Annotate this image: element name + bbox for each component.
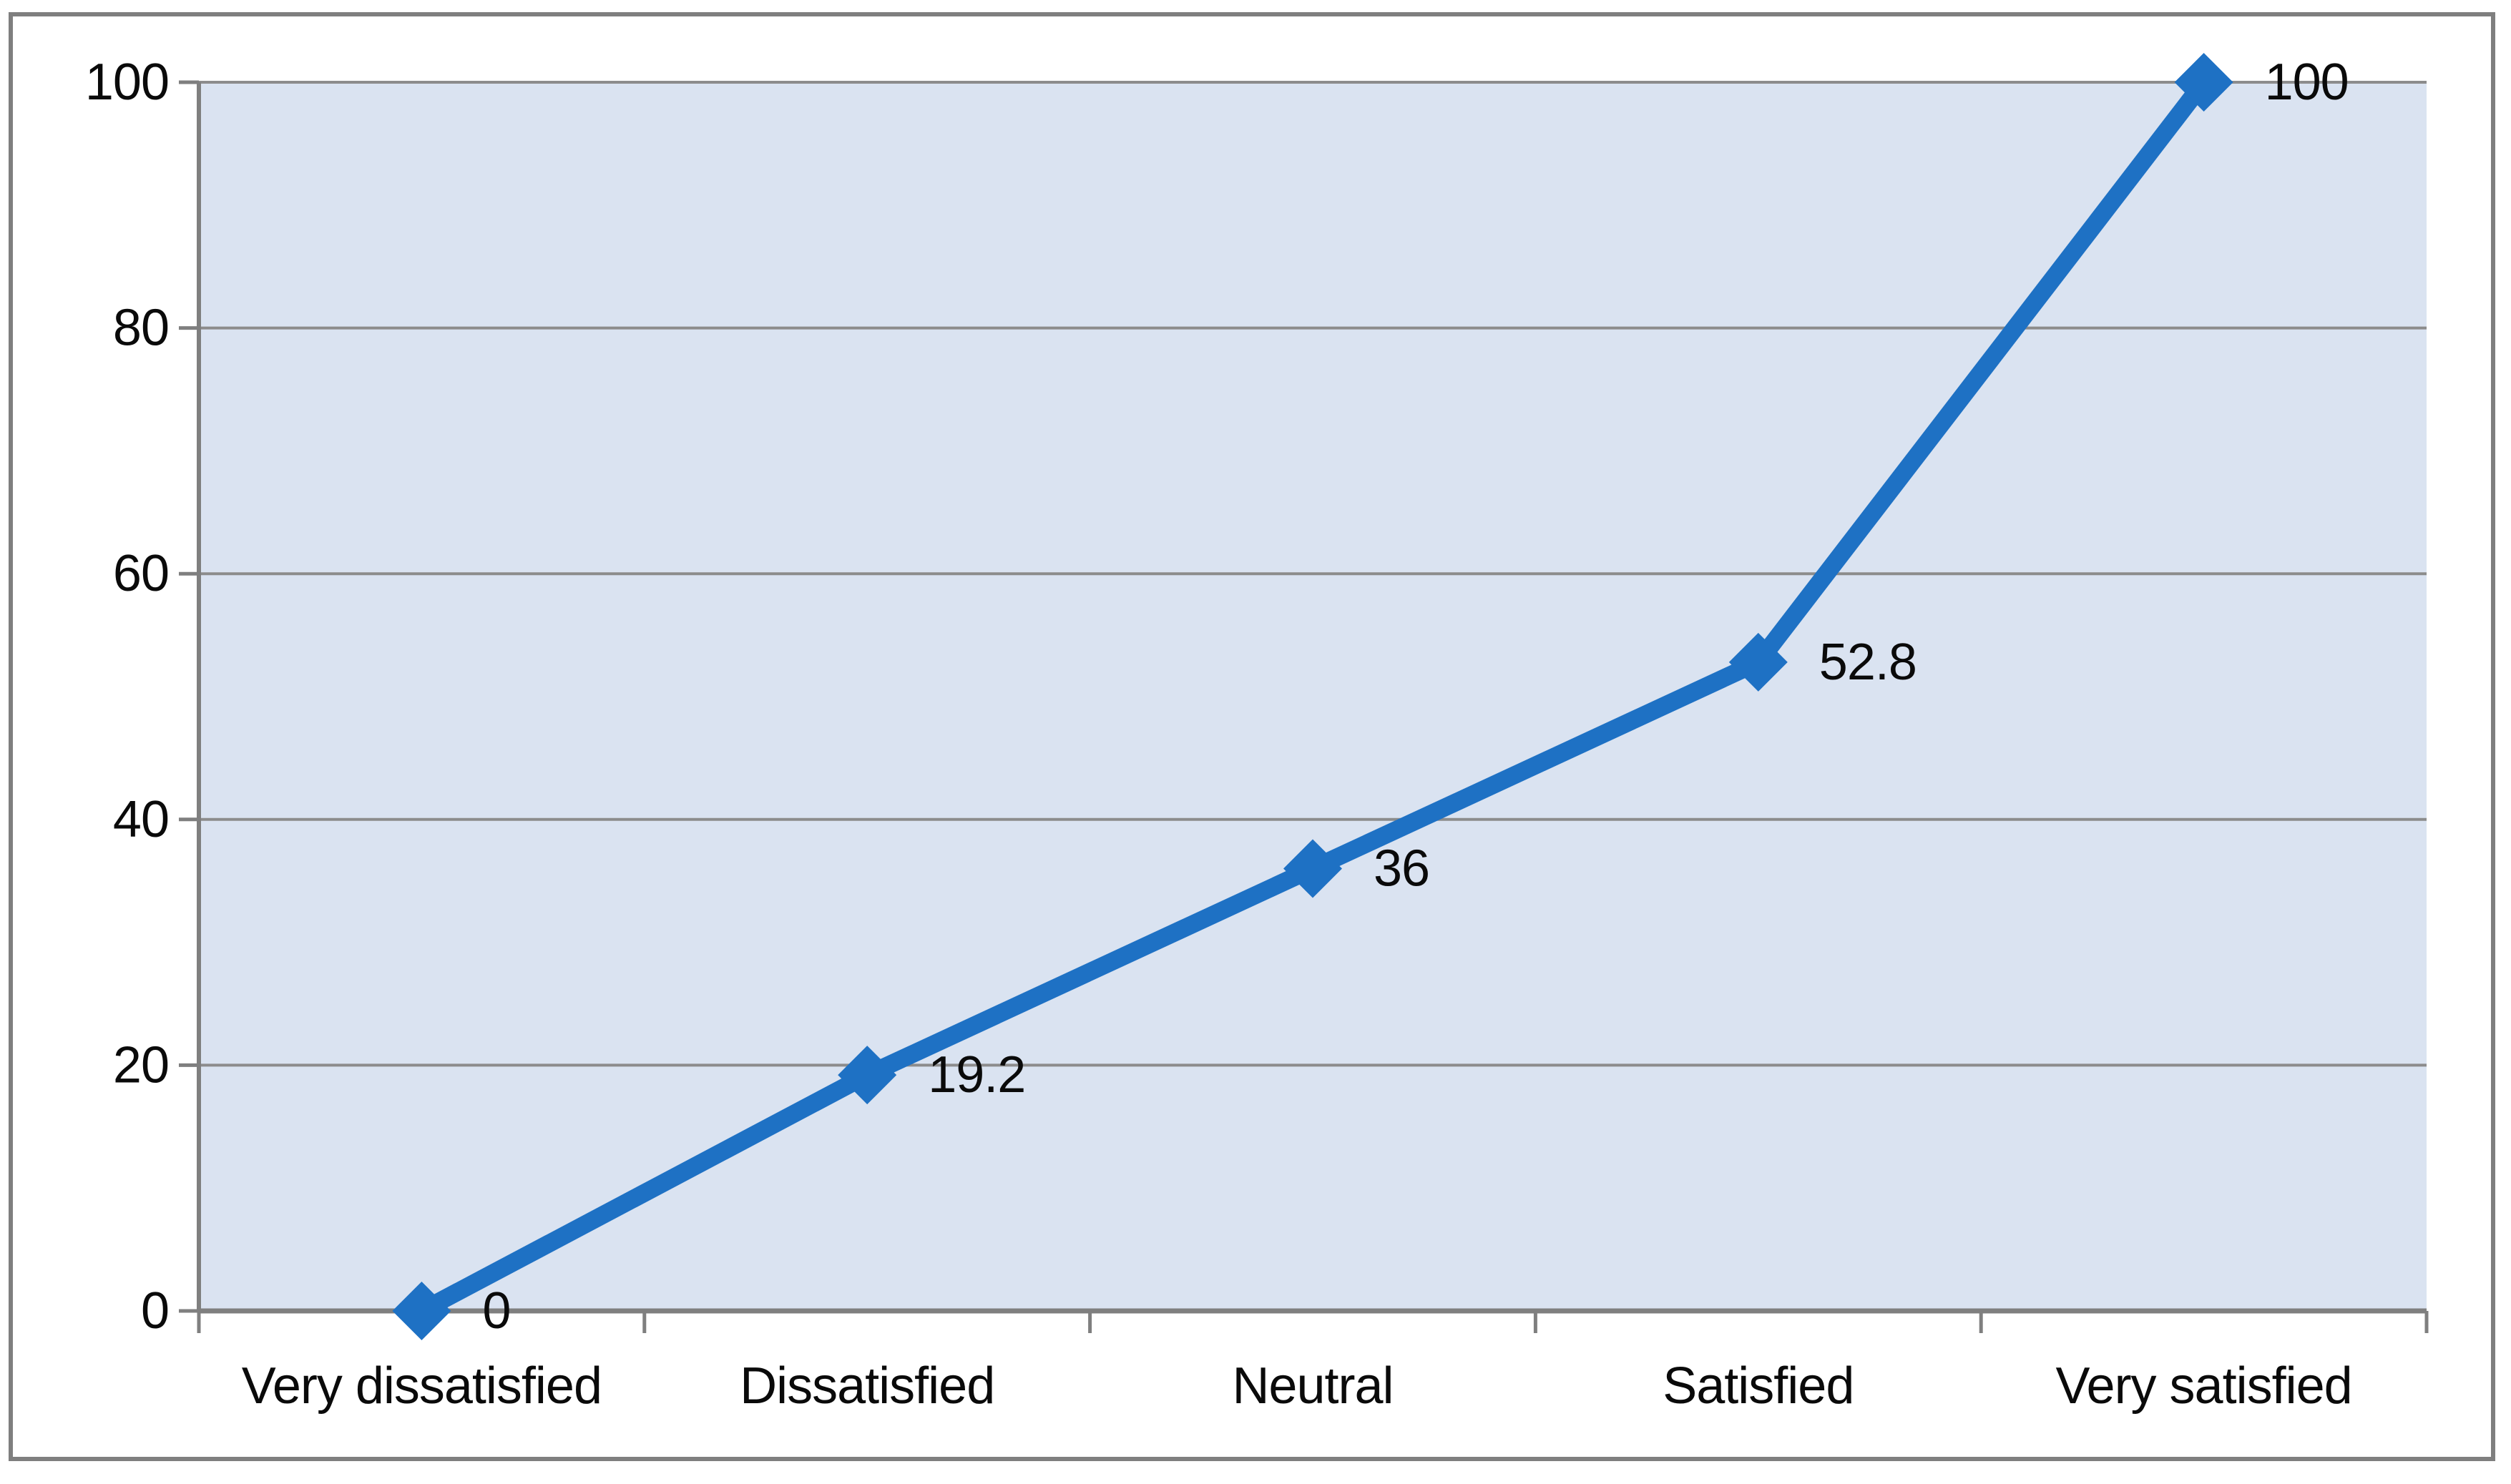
data-point-marker bbox=[1728, 632, 1788, 692]
data-point-marker bbox=[838, 1046, 897, 1105]
y-tick-label: 100 bbox=[85, 54, 169, 111]
data-point-label: 52.8 bbox=[1819, 634, 1917, 691]
x-category-label: Satisfied bbox=[1663, 1357, 1854, 1415]
x-category-label: Dissatisfied bbox=[740, 1357, 994, 1415]
data-point-marker bbox=[1283, 839, 1342, 898]
y-tick-label: 80 bbox=[113, 300, 169, 357]
data-point-marker bbox=[2174, 53, 2233, 112]
plot-area bbox=[199, 82, 2427, 1311]
y-tick-label: 0 bbox=[141, 1282, 169, 1340]
data-point-label: 100 bbox=[2265, 54, 2349, 111]
data-point-label: 19.2 bbox=[928, 1046, 1025, 1104]
x-category-label: Neutral bbox=[1232, 1357, 1393, 1415]
x-category-label: Very satisfied bbox=[2055, 1357, 2351, 1415]
y-tick-label: 60 bbox=[113, 545, 169, 602]
y-tick-label: 40 bbox=[113, 791, 169, 848]
data-point-label: 36 bbox=[1374, 840, 1429, 898]
x-category-label: Very dissatisfied bbox=[242, 1357, 602, 1415]
data-point-marker bbox=[392, 1282, 451, 1340]
y-tick-label: 20 bbox=[113, 1036, 169, 1094]
data-point-label: 0 bbox=[482, 1282, 510, 1340]
